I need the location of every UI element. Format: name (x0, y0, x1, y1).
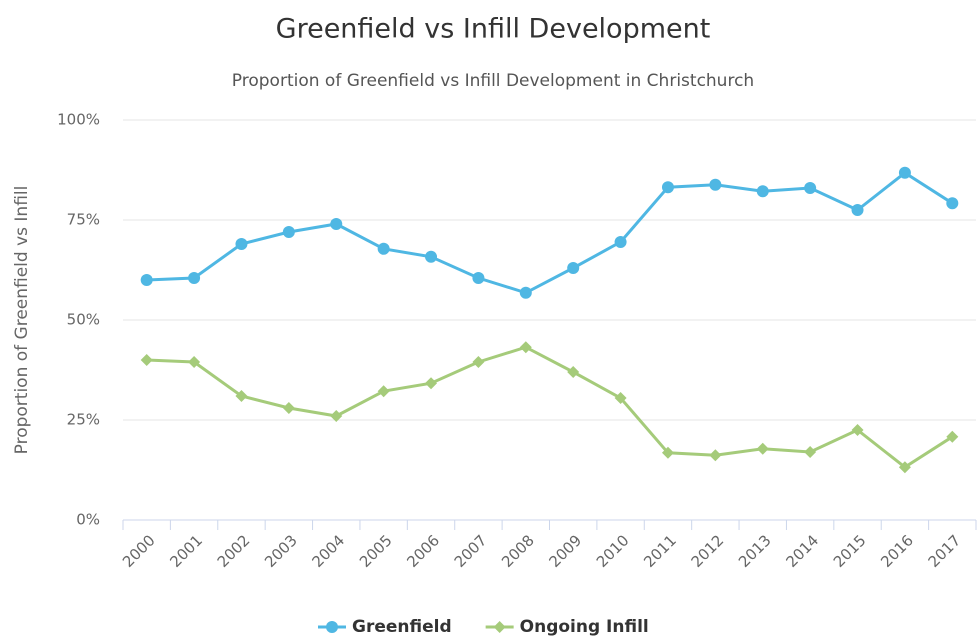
point (661, 446, 674, 459)
x-tick-label: 2011 (640, 531, 680, 571)
line (146, 345, 954, 470)
point (898, 166, 911, 179)
x-tick-label: 2004 (309, 531, 349, 571)
point (519, 286, 532, 299)
legend-label: Greenfield (352, 617, 452, 637)
point (519, 341, 532, 354)
legend-label: Ongoing Infill (520, 617, 649, 637)
point (282, 226, 295, 238)
x-tick-label: 2017 (925, 531, 965, 571)
point (472, 356, 485, 368)
x-tick-label: 2003 (261, 531, 301, 571)
legend: Greenfield Ongoing Infill (318, 617, 649, 637)
point (898, 461, 911, 474)
legend-marker (326, 621, 338, 633)
point (709, 178, 722, 191)
series (140, 341, 959, 474)
point (472, 272, 485, 284)
x-tick-label: 2006 (403, 531, 443, 571)
series (140, 166, 959, 299)
y-axis-title: Proportion of Greenfield vs Infill (12, 186, 32, 455)
y-tick-label: 25% (67, 411, 100, 429)
line (146, 170, 954, 295)
x-tick-label: 2014 (782, 531, 822, 571)
x-tick-label: 2013 (735, 531, 775, 571)
x-tick-label: 2012 (688, 531, 728, 571)
point (661, 181, 674, 194)
point (851, 424, 864, 436)
x-tick-label: 2007 (451, 531, 491, 571)
y-tick-label: 0% (76, 511, 100, 529)
point (709, 449, 722, 462)
point (756, 442, 769, 455)
point (188, 356, 201, 368)
x-tick-label: 2015 (830, 531, 870, 571)
x-tick-label: 2002 (214, 531, 254, 571)
point (330, 410, 343, 422)
point (188, 272, 201, 284)
x-tick-label: 2010 (593, 531, 633, 571)
x-tick-label: 2001 (166, 531, 206, 571)
point (851, 204, 864, 216)
point (804, 446, 817, 458)
point (425, 250, 438, 263)
point (330, 218, 343, 230)
point (567, 366, 580, 378)
point (282, 402, 295, 414)
y-tick-label: 75% (67, 211, 100, 229)
point (235, 390, 248, 402)
x-tick-label: 2016 (877, 531, 917, 571)
point (140, 354, 153, 366)
point (614, 236, 627, 248)
point (946, 430, 959, 443)
x-tick-label: 2000 (119, 531, 159, 571)
point (140, 274, 153, 286)
x-tick-label: 2009 (545, 531, 585, 571)
y-tick-label: 50% (67, 311, 100, 329)
point (377, 242, 390, 255)
point (756, 185, 769, 198)
x-tick-label: 2008 (498, 531, 538, 571)
y-tick-label: 100% (57, 111, 100, 129)
point (614, 392, 627, 404)
point (235, 238, 248, 250)
point (804, 182, 817, 194)
chart-title: Greenfield vs Infill Development (276, 14, 711, 45)
point (377, 385, 390, 398)
x-tick-label: 2005 (356, 531, 396, 571)
point (425, 377, 438, 390)
point (946, 197, 959, 210)
chart-subtitle: Proportion of Greenfield vs Infill Devel… (232, 71, 754, 91)
point (567, 262, 580, 274)
legend-marker (493, 621, 506, 633)
